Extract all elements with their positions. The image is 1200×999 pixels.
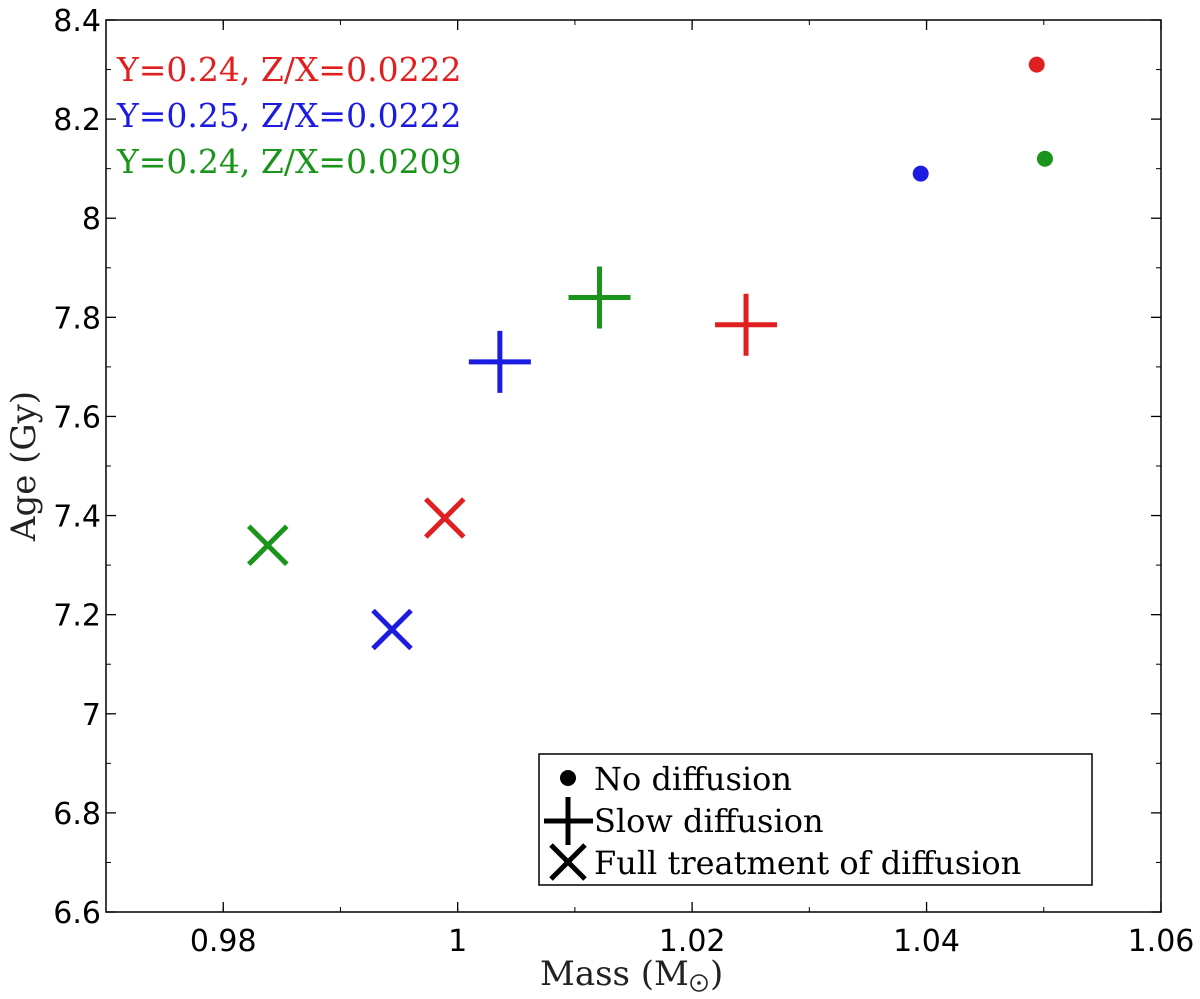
y-tick-label: 7.4 bbox=[53, 500, 101, 535]
y-tick-label: 7.6 bbox=[53, 400, 101, 435]
point-plus bbox=[568, 266, 631, 329]
legend-dot-marker bbox=[560, 770, 576, 786]
y-tick-label: 7.2 bbox=[53, 599, 101, 634]
legend-box bbox=[538, 753, 1093, 886]
y-tick-label: 6.8 bbox=[53, 797, 101, 832]
annotation-red: Y=0.24, Z/X=0.0222 bbox=[116, 50, 462, 89]
annotations: Y=0.24, Z/X=0.0222 Y=0.25, Z/X=0.0222 Y=… bbox=[116, 50, 462, 181]
point-plus bbox=[468, 330, 531, 393]
legend: No diffusion Slow diffusion Full treatme… bbox=[538, 753, 1093, 886]
x-tick-label: 0.98 bbox=[190, 924, 257, 959]
annotation-blue: Y=0.25, Z/X=0.0222 bbox=[116, 96, 462, 135]
y-tick-label: 8 bbox=[82, 202, 101, 237]
x-axis-label-suffix: ) bbox=[710, 954, 723, 994]
point-plus bbox=[715, 293, 778, 356]
y-axis-label: Age (Gy) bbox=[4, 391, 44, 542]
point-dot bbox=[912, 165, 929, 182]
legend-label-slow-diffusion: Slow diffusion bbox=[594, 802, 824, 840]
x-tick-label: 1 bbox=[448, 924, 467, 959]
point-dot bbox=[1036, 150, 1053, 167]
point-cross bbox=[246, 524, 289, 567]
legend-cross-marker bbox=[549, 843, 587, 881]
data-points bbox=[246, 56, 1053, 651]
legend-plus-marker bbox=[544, 797, 593, 845]
y-tick-label: 8.4 bbox=[53, 4, 101, 39]
y-tick-label: 8.2 bbox=[53, 103, 101, 138]
y-tick-label: 7.8 bbox=[53, 301, 101, 336]
ticks: 0.98 1 1.02 1.04 1.06 6.6 6.8 7 7.2 7.4 7.6 7.8 8 8.2… bbox=[53, 4, 1194, 959]
point-cross bbox=[424, 497, 466, 539]
x-tick-label: 1.02 bbox=[659, 924, 726, 959]
sun-symbol-icon bbox=[690, 974, 708, 992]
point-dot bbox=[1028, 56, 1045, 73]
x-axis-label-text: Mass (M bbox=[540, 954, 689, 994]
annotation-green: Y=0.24, Z/X=0.0209 bbox=[116, 142, 462, 181]
legend-label-no-diffusion: No diffusion bbox=[594, 760, 792, 798]
x-axis-label: Mass (M ) bbox=[540, 954, 723, 994]
y-tick-label: 7 bbox=[82, 698, 101, 733]
x-tick-label: 1.06 bbox=[1128, 924, 1195, 959]
x-tick-label: 1.04 bbox=[893, 924, 960, 959]
point-cross bbox=[371, 608, 413, 651]
legend-label-full-diffusion: Full treatment of diffusion bbox=[594, 844, 1021, 882]
y-tick-label: 6.6 bbox=[53, 896, 101, 931]
